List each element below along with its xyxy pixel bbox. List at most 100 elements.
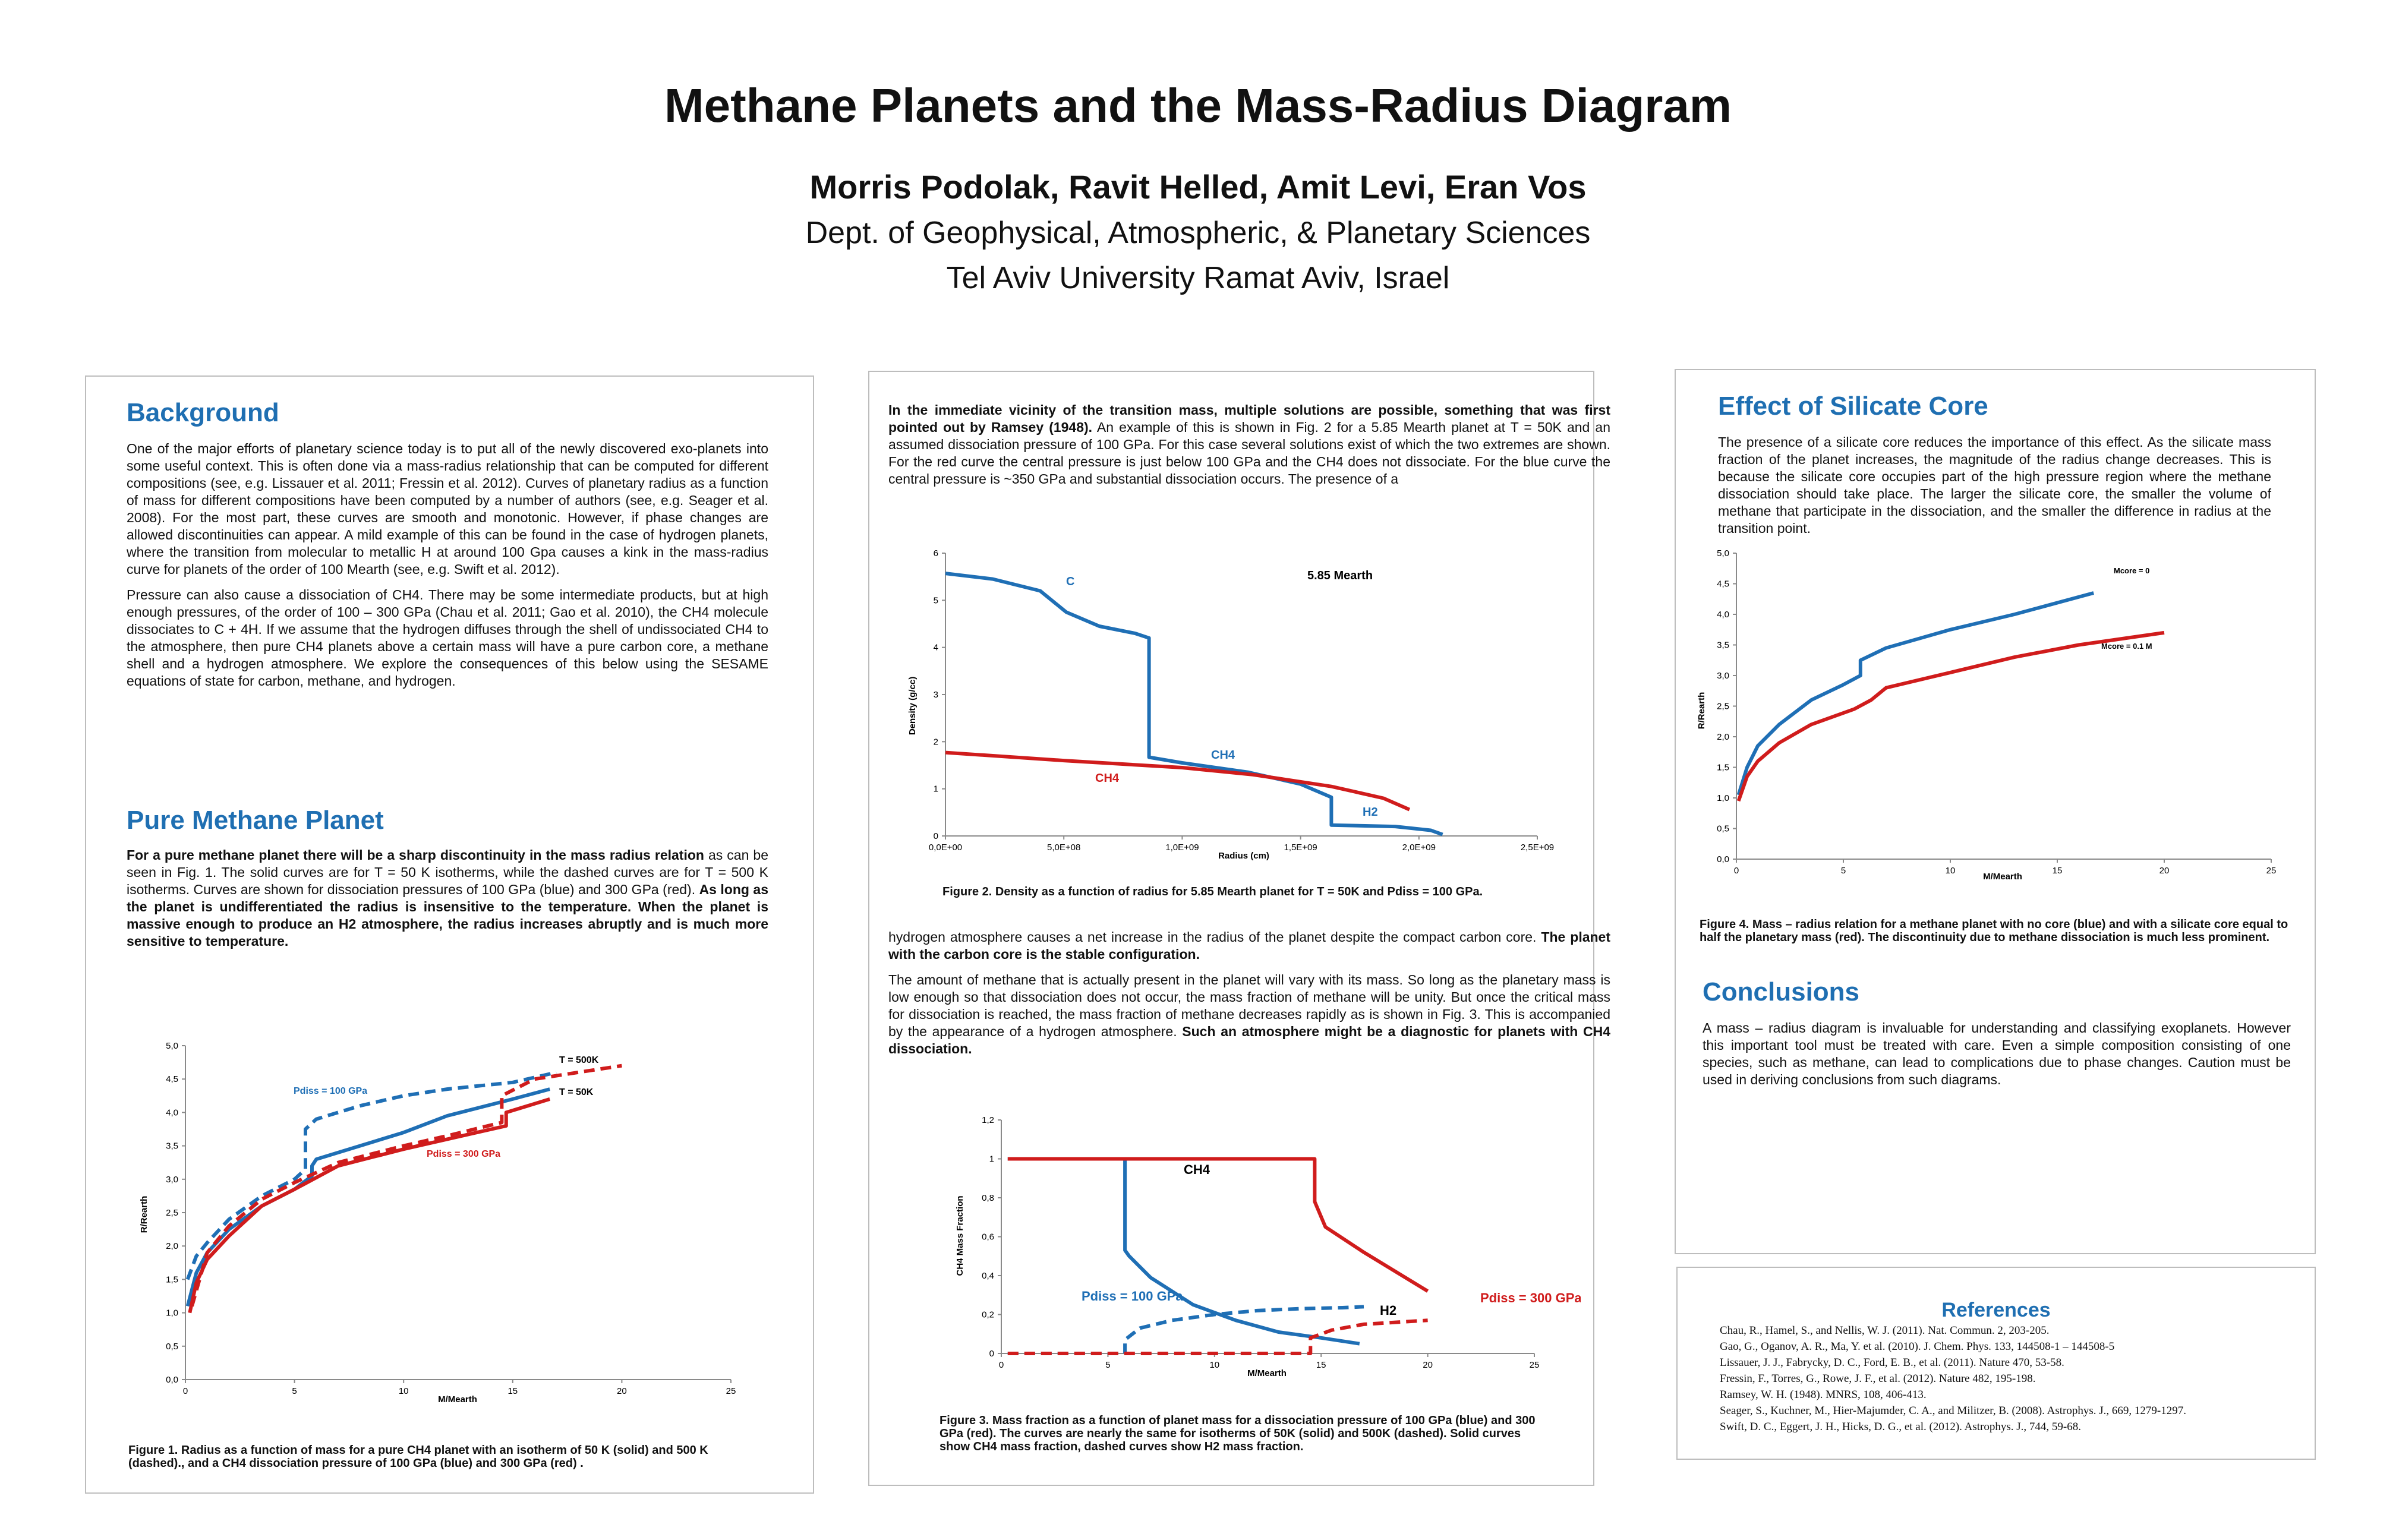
authors: Morris Podolak, Ravit Helled, Amit Levi,… <box>809 168 1587 206</box>
text-run: As long as the planet is undifferentiate… <box>127 882 768 949</box>
annotation: Pdiss = 300 GPa <box>427 1149 500 1159</box>
text-run: The planet with the carbon core is the s… <box>888 929 1611 962</box>
y-tick-label: 5,0 <box>1717 548 1729 558</box>
annotation: T = 50K <box>559 1087 594 1097</box>
chart: 0 5 10 15 20 25 0,0 0,5 1,0 1,5 2,0 2,5 3,0 3,5 4,0 4,5… <box>1697 548 2276 882</box>
text-run: For a pure methane planet there will be … <box>127 847 704 863</box>
text-run: as can be seen in Fig. 1. The solid curv… <box>127 847 768 897</box>
y-tick-label: 3,0 <box>166 1175 178 1185</box>
x-axis-label: Radius (cm) <box>1218 851 1269 861</box>
middle-panel <box>868 371 1594 1486</box>
series-line <box>185 1071 557 1280</box>
annotation: C <box>1066 575 1074 588</box>
y-tick-label: 1 <box>934 784 938 794</box>
x-tick-label: 5 <box>1105 1360 1110 1370</box>
x-tick-label: 10 <box>1209 1360 1219 1370</box>
series-line <box>1007 1305 1364 1355</box>
reference-list: Chau, R., Hamel, S., and Nellis, W. J. (… <box>1720 1323 2308 1435</box>
y-axis-label: R/Rearth <box>1697 692 1707 730</box>
annotation: CH4 <box>1184 1162 1210 1177</box>
y-tick-label: 1,5 <box>1717 763 1729 773</box>
text-run: Such an atmosphere might be a diagnostic… <box>888 1024 1610 1056</box>
x-tick-label: 10 <box>1946 866 1956 876</box>
annotation: Pdiss = 100 GPa <box>1082 1289 1183 1304</box>
chart: 0 5 10 15 20 25 0,0 0,5 1,0 1,5 2,0 2,5 3,0 3,5 4,0 4,5… <box>139 1041 736 1405</box>
y-tick-label: 0,2 <box>982 1310 994 1320</box>
heading: Conclusions <box>1703 977 1860 1006</box>
y-tick-label: 0,6 <box>982 1232 994 1242</box>
x-tick-label: 0 <box>1734 866 1739 876</box>
y-tick-label: 2,0 <box>1717 732 1729 742</box>
y-tick-label: 1,0 <box>1717 793 1729 803</box>
reference: Swift, D. C., Eggert, J. H., Hicks, D. G… <box>1720 1421 2081 1433</box>
title: Methane Planets and the Mass-Radius Diag… <box>664 79 1732 132</box>
y-tick-label: 4,5 <box>166 1074 178 1084</box>
x-tick-label: 15 <box>2053 866 2063 876</box>
series-line <box>190 1064 622 1307</box>
references-panel <box>1676 1267 2316 1460</box>
x-tick-label: 0,0E+00 <box>929 842 962 853</box>
text-block: A mass – radius diagram is invaluable fo… <box>1703 1020 2291 1097</box>
series-line <box>185 1087 550 1307</box>
x-tick-label: 5 <box>1841 866 1846 876</box>
text-block: One of the major efforts of planetary sc… <box>127 440 768 698</box>
x-tick-label: 5,0E+08 <box>1047 842 1080 853</box>
series-line <box>1007 1157 1360 1346</box>
x-tick-label: 25 <box>726 1386 736 1396</box>
reference: Seager, S., Kuchner, M., Hier-Majumder, … <box>1720 1405 2186 1417</box>
y-tick-label: 4,5 <box>1717 579 1729 589</box>
paragraph: For a pure methane planet there will be … <box>127 847 768 950</box>
left-panel <box>85 375 814 1494</box>
annotation: Mcore = 0 <box>2114 566 2149 575</box>
y-tick-label: 5,0 <box>166 1041 178 1051</box>
y-tick-label: 4,0 <box>166 1107 178 1118</box>
y-tick-label: 0,0 <box>1717 854 1729 864</box>
text-run: The presence of a silicate core reduces … <box>1718 434 2271 536</box>
paragraph: Pressure can also cause a dissociation o… <box>127 586 768 690</box>
x-tick-label: 2,5E+09 <box>1521 842 1554 853</box>
y-tick-label: 4 <box>934 643 938 653</box>
series-line <box>1736 630 2165 802</box>
text-run: The amount of methane that is actually p… <box>888 972 1610 1039</box>
paragraph: The presence of a silicate core reduces … <box>1718 434 2271 537</box>
y-tick-label: 2,0 <box>166 1241 178 1251</box>
heading: Background <box>127 398 279 427</box>
series-line <box>1007 1157 1429 1293</box>
paragraph: The amount of methane that is actually p… <box>888 971 1610 1058</box>
text-run: A mass – radius diagram is invaluable fo… <box>1703 1020 2291 1087</box>
text-block: In the immediate vicinity of the transit… <box>888 402 1610 496</box>
annotation: CH4 <box>1095 772 1120 785</box>
x-tick-label: 15 <box>1316 1360 1326 1370</box>
reference: Fressin, F., Torres, G., Rowe, J. F., et… <box>1720 1372 2036 1385</box>
text-block: hydrogen atmosphere causes a net increas… <box>888 929 1610 1066</box>
y-tick-label: 5 <box>934 595 938 605</box>
x-tick-label: 1,0E+09 <box>1165 842 1199 853</box>
paragraph: A mass – radius diagram is invaluable fo… <box>1703 1020 2291 1088</box>
text-block: The presence of a silicate core reduces … <box>1718 434 2271 545</box>
annotation: CH4 <box>1211 749 1235 762</box>
x-tick-label: 0 <box>999 1360 1004 1370</box>
y-tick-label: 2 <box>934 737 938 747</box>
series-line <box>1736 591 2094 796</box>
y-tick-label: 0 <box>934 831 938 841</box>
x-tick-label: 20 <box>2159 866 2170 876</box>
caption: Figure 4. Mass – radius relation for a m… <box>1700 918 2288 944</box>
paragraph: hydrogen atmosphere causes a net increas… <box>888 929 1610 963</box>
university: Tel Aviv University Ramat Aviv, Israel <box>946 261 1450 295</box>
y-tick-label: 1,5 <box>166 1274 178 1285</box>
text-run: Pressure can also cause a dissociation o… <box>127 587 768 689</box>
y-tick-label: 0 <box>989 1349 994 1359</box>
department: Dept. of Geophysical, Atmospheric, & Pla… <box>805 216 1591 250</box>
y-tick-label: 3 <box>934 690 938 700</box>
x-axis-label: M/Mearth <box>1247 1368 1287 1378</box>
x-tick-label: 20 <box>1423 1360 1433 1370</box>
x-tick-label: 1,5E+09 <box>1284 842 1317 853</box>
x-tick-label: 5 <box>292 1386 297 1396</box>
text-run: In the immediate vicinity of the transit… <box>888 402 1610 435</box>
chart: 0 5 10 15 20 25 0 0,2 0,4 0,6 0,8 1 1,2 M/Mearth CH4 M… <box>955 1115 1581 1378</box>
y-tick-label: 0,8 <box>982 1193 994 1203</box>
paragraph: In the immediate vicinity of the transit… <box>888 402 1610 488</box>
y-tick-label: 0,5 <box>1717 824 1729 834</box>
heading: Pure Methane Planet <box>127 806 384 835</box>
